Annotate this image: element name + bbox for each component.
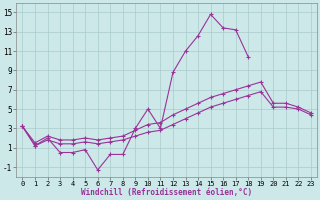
- X-axis label: Windchill (Refroidissement éolien,°C): Windchill (Refroidissement éolien,°C): [81, 188, 252, 197]
